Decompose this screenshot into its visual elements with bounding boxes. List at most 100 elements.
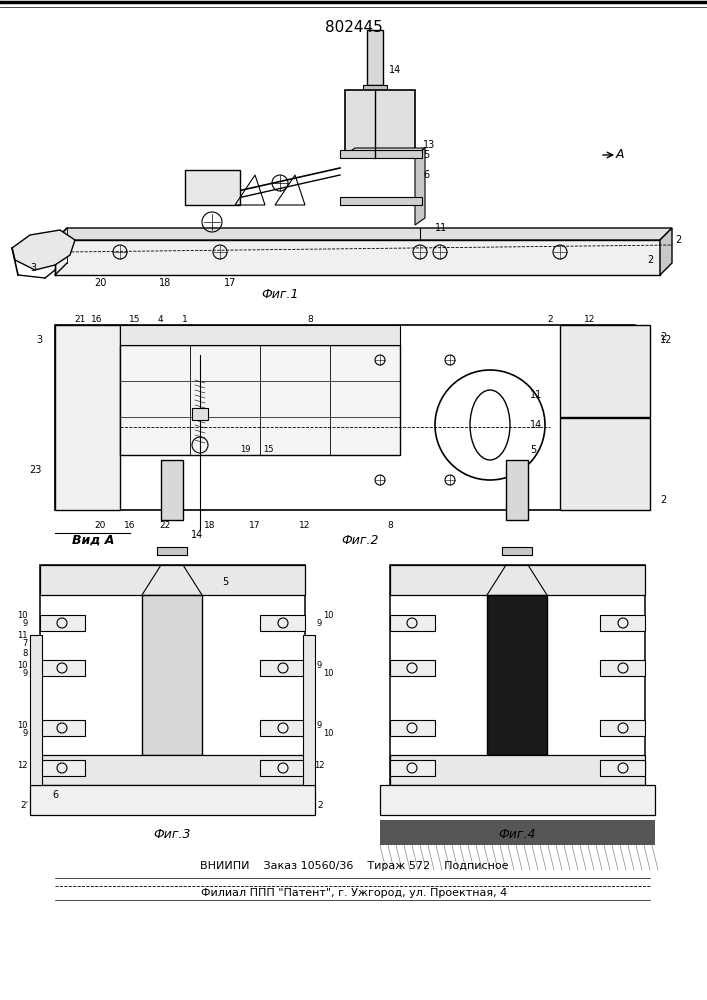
Bar xyxy=(40,660,85,676)
Text: Фиг.4: Фиг.4 xyxy=(498,828,536,842)
Bar xyxy=(40,565,305,815)
Text: 2: 2 xyxy=(660,495,666,505)
Text: 12: 12 xyxy=(584,316,596,324)
Text: 5: 5 xyxy=(423,150,429,160)
Bar xyxy=(303,635,315,785)
Text: 15: 15 xyxy=(129,316,141,324)
Text: Филиал ППП "Патент", г. Ужгород, ул. Проектная, 4: Филиал ППП "Патент", г. Ужгород, ул. Про… xyxy=(201,888,507,898)
Text: 21: 21 xyxy=(74,316,86,324)
Bar xyxy=(380,785,655,815)
Text: 10: 10 xyxy=(323,668,333,678)
Text: 12: 12 xyxy=(299,520,310,530)
Text: 10: 10 xyxy=(323,728,333,738)
Bar xyxy=(600,660,645,676)
Text: 6: 6 xyxy=(52,790,58,800)
Text: 17: 17 xyxy=(224,278,236,288)
Text: 14: 14 xyxy=(530,420,542,430)
Bar xyxy=(55,325,120,510)
Bar xyxy=(367,30,383,85)
Text: 23: 23 xyxy=(30,465,42,475)
Bar xyxy=(600,760,645,776)
Text: 20: 20 xyxy=(94,278,106,288)
Text: 9: 9 xyxy=(316,720,322,730)
Text: 13: 13 xyxy=(423,140,436,150)
Text: 5: 5 xyxy=(530,445,536,455)
Text: 12: 12 xyxy=(660,335,672,345)
Text: 2: 2 xyxy=(660,332,666,342)
Bar xyxy=(487,595,547,755)
Bar xyxy=(390,755,645,785)
Bar xyxy=(260,615,305,631)
Text: 7: 7 xyxy=(23,640,28,648)
Text: 18: 18 xyxy=(159,278,171,288)
Bar xyxy=(260,660,305,676)
Bar xyxy=(30,785,315,815)
Text: 3: 3 xyxy=(36,335,42,345)
Bar xyxy=(506,460,528,520)
Text: 9: 9 xyxy=(316,660,322,670)
Text: 2': 2' xyxy=(20,800,28,810)
Text: 10: 10 xyxy=(323,610,333,619)
Bar xyxy=(40,760,85,776)
Text: Фиг.3: Фиг.3 xyxy=(153,828,191,842)
Text: 14: 14 xyxy=(389,65,401,75)
Text: 4: 4 xyxy=(157,316,163,324)
Text: 22: 22 xyxy=(159,520,170,530)
Polygon shape xyxy=(55,228,672,240)
Bar xyxy=(55,325,635,510)
Text: 6: 6 xyxy=(423,170,429,180)
Text: Вид А: Вид А xyxy=(72,534,115,546)
Bar xyxy=(560,325,650,417)
Polygon shape xyxy=(345,148,425,155)
Text: 11: 11 xyxy=(435,223,448,233)
Bar xyxy=(390,660,435,676)
Text: 10: 10 xyxy=(18,610,28,619)
Text: 18: 18 xyxy=(204,520,216,530)
Bar xyxy=(142,595,202,755)
Text: ВНИИПИ    Заказ 10560/36    Тираж 572    Подписное: ВНИИПИ Заказ 10560/36 Тираж 572 Подписно… xyxy=(200,861,508,871)
Bar xyxy=(390,760,435,776)
Polygon shape xyxy=(12,230,75,270)
Bar xyxy=(380,820,655,845)
Text: 9: 9 xyxy=(316,618,322,628)
Text: 9: 9 xyxy=(23,668,28,678)
Bar xyxy=(120,325,400,345)
Text: 802445: 802445 xyxy=(325,20,383,35)
Text: 11: 11 xyxy=(530,390,542,400)
Bar xyxy=(340,150,422,158)
Polygon shape xyxy=(660,228,672,275)
Bar xyxy=(390,720,435,736)
Polygon shape xyxy=(55,240,660,275)
Text: 16: 16 xyxy=(124,520,136,530)
Text: 8: 8 xyxy=(387,520,393,530)
Text: 12: 12 xyxy=(18,760,28,770)
Text: 17: 17 xyxy=(250,520,261,530)
Bar xyxy=(390,615,435,631)
Text: 9: 9 xyxy=(23,728,28,738)
Text: 14: 14 xyxy=(191,530,203,540)
Text: 12: 12 xyxy=(314,760,325,770)
Bar xyxy=(40,615,85,631)
Text: 9: 9 xyxy=(23,618,28,628)
Bar xyxy=(30,635,42,785)
Bar xyxy=(363,85,387,93)
Text: Фиг.1: Фиг.1 xyxy=(262,288,299,302)
Bar xyxy=(161,460,183,520)
Text: 10: 10 xyxy=(18,720,28,730)
Text: 1: 1 xyxy=(182,316,188,324)
Text: 5: 5 xyxy=(222,577,228,587)
Text: 8: 8 xyxy=(23,648,28,658)
Text: 2: 2 xyxy=(675,235,682,245)
Bar xyxy=(502,547,532,555)
Bar xyxy=(192,408,208,420)
Text: 19: 19 xyxy=(240,446,250,454)
Bar xyxy=(600,720,645,736)
Bar xyxy=(260,760,305,776)
Text: А: А xyxy=(616,148,624,161)
Bar xyxy=(560,418,650,510)
Bar xyxy=(345,90,415,155)
Text: 11: 11 xyxy=(18,631,28,640)
Bar xyxy=(390,565,645,595)
Bar xyxy=(600,615,645,631)
Text: Фиг.2: Фиг.2 xyxy=(341,534,379,546)
